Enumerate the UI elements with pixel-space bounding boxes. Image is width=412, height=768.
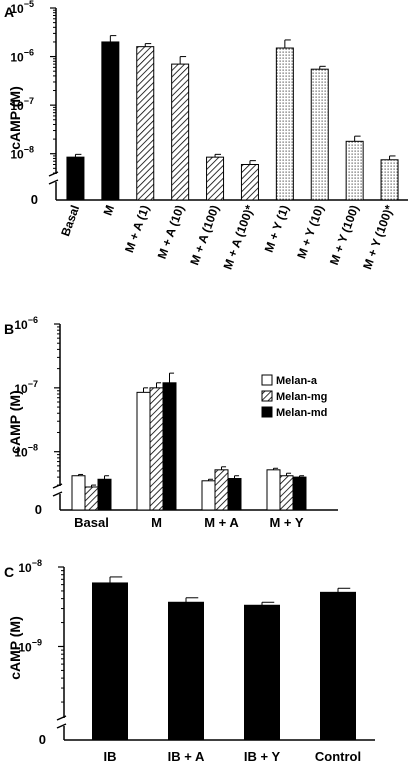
- y-tick-label: 10−6: [10, 48, 34, 65]
- y-tick-exponent: −7: [28, 379, 38, 389]
- y-tick-base: 10: [18, 640, 32, 654]
- category-label: M: [101, 203, 118, 217]
- bar: [240, 163, 259, 201]
- y-tick-exponent: −6: [28, 315, 38, 325]
- y-tick-label: 10−8: [14, 443, 38, 460]
- panel-c-label: C: [4, 564, 14, 580]
- bar: [149, 387, 164, 511]
- category-label: M: [151, 515, 162, 530]
- axis-break-mark: [52, 483, 63, 489]
- bar: [66, 156, 85, 201]
- category-label: M + A (10): [155, 203, 187, 261]
- y-tick-exponent: −8: [28, 443, 38, 453]
- legend-label: Melan-mg: [276, 391, 327, 403]
- bar: [201, 480, 216, 511]
- category-label: M + A (1): [122, 203, 152, 254]
- y-tick-exponent: −5: [24, 0, 34, 9]
- bar: [266, 469, 281, 511]
- category-label: IB + Y: [244, 749, 281, 764]
- y-tick-label: 10−8: [10, 145, 34, 162]
- legend-swatch: [261, 374, 273, 386]
- bar: [275, 47, 294, 201]
- y-tick-exponent: −9: [32, 637, 42, 647]
- axis-break-mark: [56, 715, 67, 721]
- y-tick-base: 10: [10, 2, 24, 16]
- bar: [162, 382, 177, 511]
- y-tick-base: 10: [18, 561, 32, 575]
- y-tick-base: 10: [14, 318, 28, 332]
- y-tick-base: 10: [10, 51, 24, 65]
- y-tick-exponent: −6: [24, 48, 34, 58]
- bar: [136, 391, 151, 511]
- y-tick-exponent: −8: [32, 558, 42, 568]
- category-label: M + A (100)*: [221, 203, 257, 271]
- panel-a-ylabel: cAMP (M): [7, 86, 23, 150]
- legend-label: Melan-a: [276, 375, 318, 387]
- bar: [92, 582, 128, 741]
- y-tick-base: 10: [14, 446, 28, 460]
- bar: [136, 46, 155, 201]
- bar: [310, 68, 329, 201]
- bar: [84, 486, 99, 511]
- bar: [171, 63, 190, 201]
- panel-a-label: A: [4, 4, 14, 20]
- category-label: M + A (100): [187, 203, 222, 267]
- category-label: Control: [315, 749, 361, 764]
- axis-break-mark: [56, 723, 67, 729]
- axis-break-mark: [48, 171, 59, 177]
- bar: [227, 478, 242, 511]
- panel-b-label: B: [4, 321, 14, 337]
- bar: [380, 159, 399, 201]
- y-tick-base: 10: [10, 148, 24, 162]
- category-label: IB + A: [168, 749, 205, 764]
- y-tick-label: 10−7: [10, 96, 34, 113]
- y-zero-label: 0: [35, 502, 42, 517]
- y-tick-base: 10: [10, 99, 24, 113]
- bar: [101, 41, 120, 201]
- bar: [206, 156, 225, 201]
- legend-swatch: [261, 406, 273, 418]
- category-label: Basal: [74, 515, 109, 530]
- category-label: M + Y (100)*: [360, 203, 396, 271]
- bar: [320, 591, 356, 741]
- y-tick-label: 10−5: [10, 0, 34, 16]
- category-label: IB: [104, 749, 117, 764]
- y-tick-exponent: −7: [24, 96, 34, 106]
- bar: [97, 478, 112, 511]
- bar: [168, 601, 204, 741]
- y-zero-label: 0: [39, 732, 46, 747]
- legend-swatch: [261, 390, 273, 402]
- legend-label: Melan-md: [276, 407, 327, 419]
- category-label: M + Y (100): [327, 203, 362, 267]
- bar: [71, 475, 86, 511]
- y-tick-label: 10−7: [14, 379, 38, 396]
- y-tick-base: 10: [14, 382, 28, 396]
- category-label: M + Y (1): [262, 203, 292, 254]
- axis-break-mark: [52, 491, 63, 497]
- y-tick-label: 10−6: [14, 315, 38, 332]
- y-tick-exponent: −8: [24, 145, 34, 155]
- panel-b-ylabel: cAMP (M): [7, 390, 23, 454]
- category-label: M + Y: [269, 515, 303, 530]
- axis-break-mark: [48, 179, 59, 185]
- panel-c-ylabel: cAMP (M): [7, 616, 23, 680]
- bar: [345, 140, 364, 201]
- y-zero-label: 0: [31, 192, 38, 207]
- category-label: M + A: [204, 515, 239, 530]
- bar: [214, 469, 229, 511]
- y-tick-label: 10−8: [18, 558, 42, 575]
- category-label: Basal: [58, 203, 82, 238]
- bar: [279, 475, 294, 511]
- bar: [292, 476, 307, 511]
- y-tick-label: 10−9: [18, 637, 42, 654]
- bar: [244, 604, 280, 741]
- category-label: M + Y (10): [294, 203, 326, 260]
